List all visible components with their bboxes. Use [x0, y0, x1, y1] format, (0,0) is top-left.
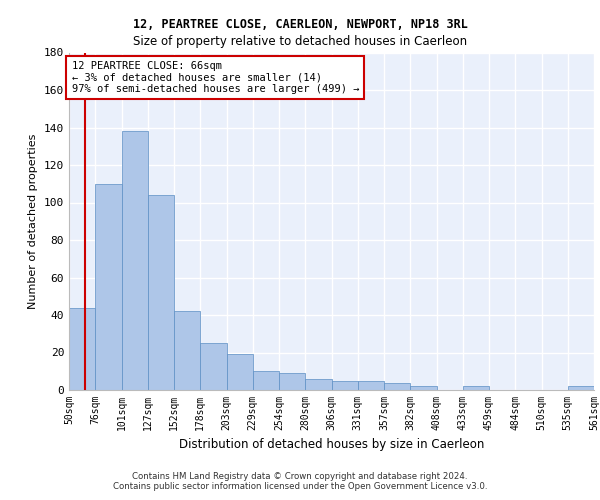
Bar: [279, 373, 305, 390]
Bar: [305, 379, 331, 390]
Bar: [410, 386, 437, 390]
Y-axis label: Number of detached properties: Number of detached properties: [28, 134, 38, 309]
Text: 12 PEARTREE CLOSE: 66sqm
← 3% of detached houses are smaller (14)
97% of semi-de: 12 PEARTREE CLOSE: 66sqm ← 3% of detache…: [71, 61, 359, 94]
Bar: [95, 184, 121, 390]
Bar: [358, 380, 384, 390]
Bar: [121, 131, 148, 390]
Bar: [253, 371, 279, 390]
Bar: [227, 354, 253, 390]
Text: Size of property relative to detached houses in Caerleon: Size of property relative to detached ho…: [133, 35, 467, 48]
X-axis label: Distribution of detached houses by size in Caerleon: Distribution of detached houses by size …: [179, 438, 484, 452]
Bar: [174, 311, 200, 390]
Bar: [384, 382, 410, 390]
Bar: [200, 343, 227, 390]
Bar: [148, 195, 174, 390]
Bar: [463, 386, 489, 390]
Text: Contains public sector information licensed under the Open Government Licence v3: Contains public sector information licen…: [113, 482, 487, 491]
Text: Contains HM Land Registry data © Crown copyright and database right 2024.: Contains HM Land Registry data © Crown c…: [132, 472, 468, 481]
Bar: [568, 386, 594, 390]
Bar: [331, 380, 358, 390]
Bar: [69, 308, 95, 390]
Text: 12, PEARTREE CLOSE, CAERLEON, NEWPORT, NP18 3RL: 12, PEARTREE CLOSE, CAERLEON, NEWPORT, N…: [133, 18, 467, 30]
